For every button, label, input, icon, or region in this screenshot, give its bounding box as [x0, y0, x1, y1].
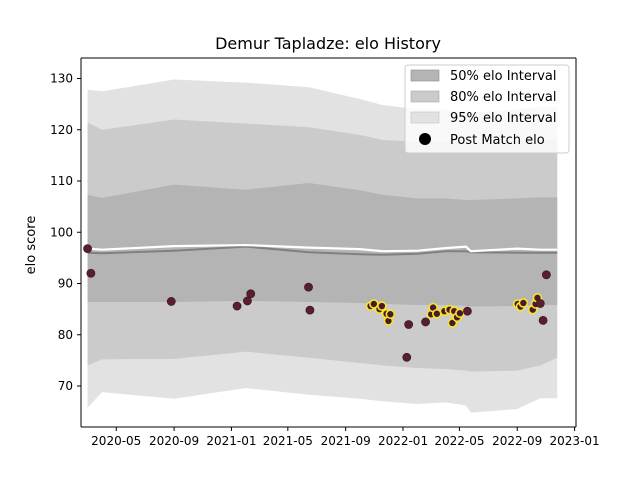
post-match-point-16	[404, 320, 414, 329]
legend-swatch-band95	[410, 111, 440, 124]
y-tick-label-130: 130	[50, 72, 73, 86]
legend-swatch-band80	[410, 90, 440, 103]
y-tick-label-100: 100	[50, 225, 73, 239]
y-axis-label: elo score	[24, 216, 39, 275]
post-match-point-36	[541, 270, 551, 280]
post-match-point-15	[402, 352, 412, 362]
x-tick-label-2022-05: 2022-05	[434, 434, 484, 448]
legend-label-band95: 95% elo Interval	[450, 111, 557, 126]
post-match-point-7	[305, 305, 315, 315]
post-match-point-5	[246, 289, 256, 299]
post-match-point-17	[421, 317, 430, 327]
x-tick-label-2020-09: 2020-09	[149, 434, 199, 448]
y-tick-label-70: 70	[58, 379, 73, 393]
y-tick-label-120: 120	[50, 123, 73, 137]
x-tick-label-2021-01: 2021-01	[206, 434, 256, 448]
y-axis: 70 80 90 100 110 120 130	[50, 72, 81, 393]
legend-label-post-match: Post Match elo	[450, 133, 545, 148]
post-match-point-35	[538, 315, 548, 325]
x-tick-label-2020-05: 2020-05	[91, 434, 141, 448]
legend-frame	[404, 64, 570, 154]
x-tick-label-2021-09: 2021-09	[321, 434, 371, 448]
band-50-interval	[87, 183, 558, 307]
post-match-point-4	[243, 296, 252, 306]
y-tick-label-80: 80	[58, 328, 73, 342]
y-tick-label-90: 90	[58, 277, 73, 291]
post-match-point-26	[455, 308, 465, 319]
post-match-point-6	[304, 282, 313, 292]
post-match-point-2	[166, 297, 176, 306]
chart-title: Demur Tapladze: elo History	[215, 34, 441, 53]
x-tick-label-2022-09: 2022-09	[492, 434, 542, 448]
post-match-point-3	[232, 301, 242, 311]
post-match-point-30	[518, 298, 529, 308]
post-match-point-0	[83, 244, 92, 254]
x-tick-label-2022-01: 2022-01	[378, 434, 428, 448]
post-match-point-27	[463, 306, 472, 316]
x-tick-label-2021-05: 2021-05	[263, 434, 313, 448]
x-tick-label-2023-01: 2023-01	[550, 434, 600, 448]
legend-label-band50: 50% elo Interval	[450, 69, 557, 84]
post-match-point-14	[385, 309, 396, 320]
plot-area	[80, 57, 577, 428]
median-elo-line	[87, 245, 558, 256]
y-tick-label-110: 110	[50, 174, 73, 188]
mean-elo-line	[87, 243, 558, 253]
post-match-point-11	[377, 301, 387, 311]
post-match-point-34	[535, 299, 545, 308]
legend-marker-post-match	[419, 133, 431, 145]
post-match-point-1	[86, 268, 96, 278]
legend-label-band80: 80% elo Interval	[450, 90, 557, 105]
x-axis: 2020-05 2020-09 2021-01 2021-05 2021-09 2022-…	[91, 427, 600, 448]
legend-swatch-band50	[410, 69, 440, 82]
legend: 50% elo Interval 80% elo Interval 95% el…	[404, 64, 570, 154]
